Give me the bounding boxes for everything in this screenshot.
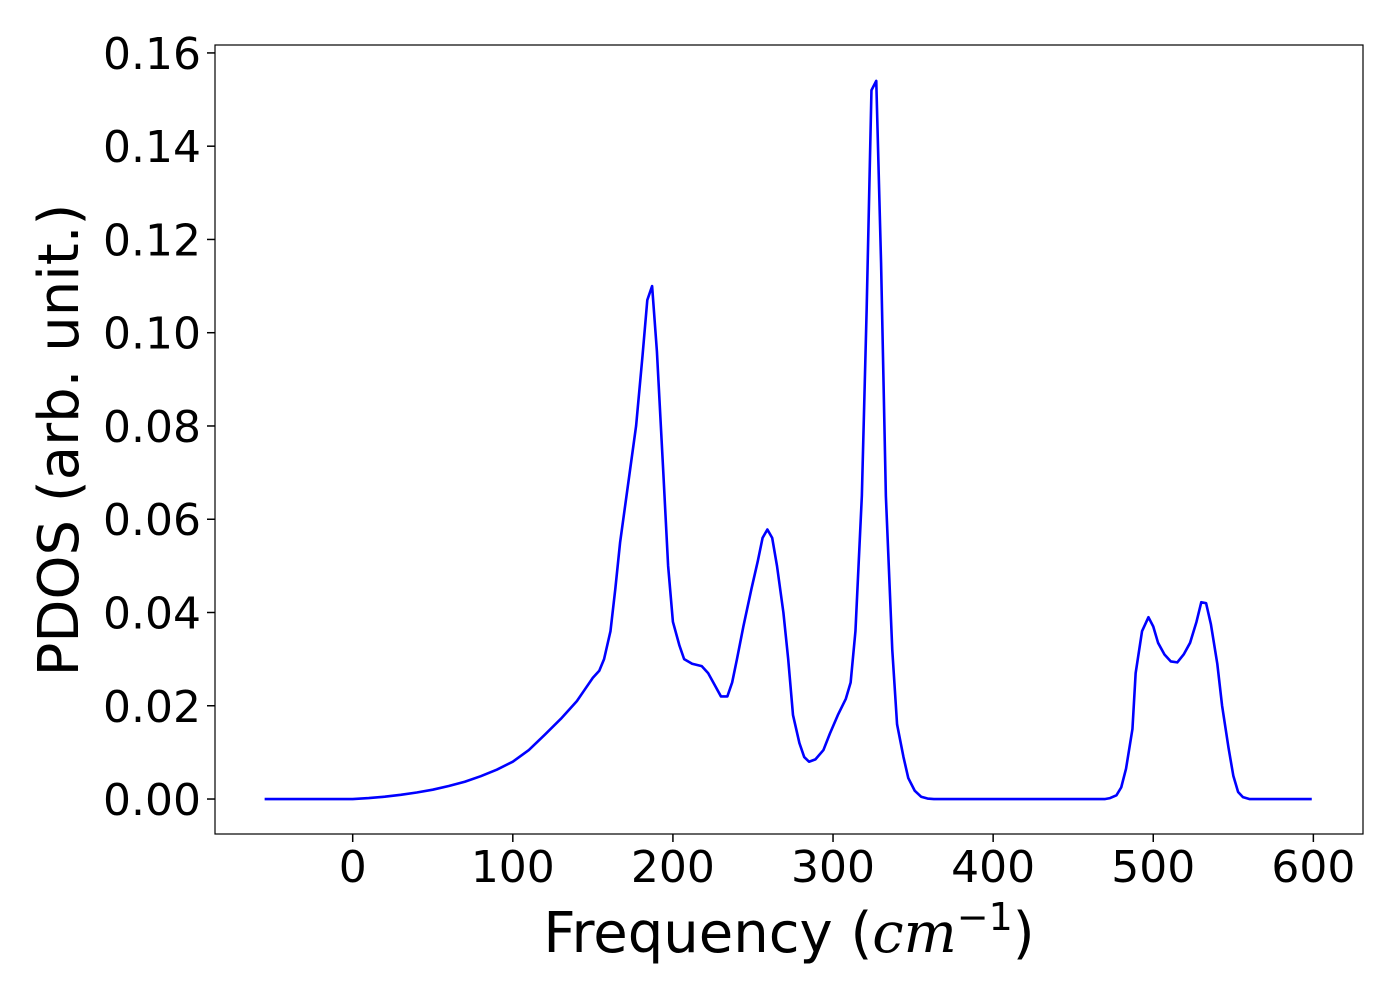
x-label-unit: cm <box>872 901 956 966</box>
x-label-close: ) <box>1013 901 1035 966</box>
x-tick-label: 0 <box>339 842 367 893</box>
x-label-exponent: −1 <box>957 895 1013 939</box>
pdos-line <box>264 79 1312 801</box>
x-axis-label: Frequency (cm−1) <box>543 895 1034 966</box>
x-tick-label: 500 <box>1111 842 1195 893</box>
plot-frame <box>214 44 1364 835</box>
x-tick-label: 200 <box>631 842 715 893</box>
x-tick-label: 300 <box>791 842 875 893</box>
x-tick-label: 100 <box>471 842 555 893</box>
x-tick-label: 400 <box>951 842 1035 893</box>
y-tick-label: 0.16 <box>103 29 201 80</box>
x-label-text: Frequency ( <box>543 901 872 966</box>
y-tick-label: 0.04 <box>103 589 201 640</box>
y-tick-label: 0.10 <box>103 309 201 360</box>
y-tick-label: 0.14 <box>103 122 201 173</box>
x-tick-label: 600 <box>1271 842 1355 893</box>
y-tick-label: 0.08 <box>103 402 201 453</box>
y-tick-label: 0.02 <box>103 682 201 733</box>
y-tick-label: 0.06 <box>103 495 201 546</box>
y-axis-label: PDOS (arb. unit.) <box>27 204 92 677</box>
y-tick-label: 0.12 <box>103 215 201 266</box>
y-tick-label: 0.00 <box>103 775 201 826</box>
